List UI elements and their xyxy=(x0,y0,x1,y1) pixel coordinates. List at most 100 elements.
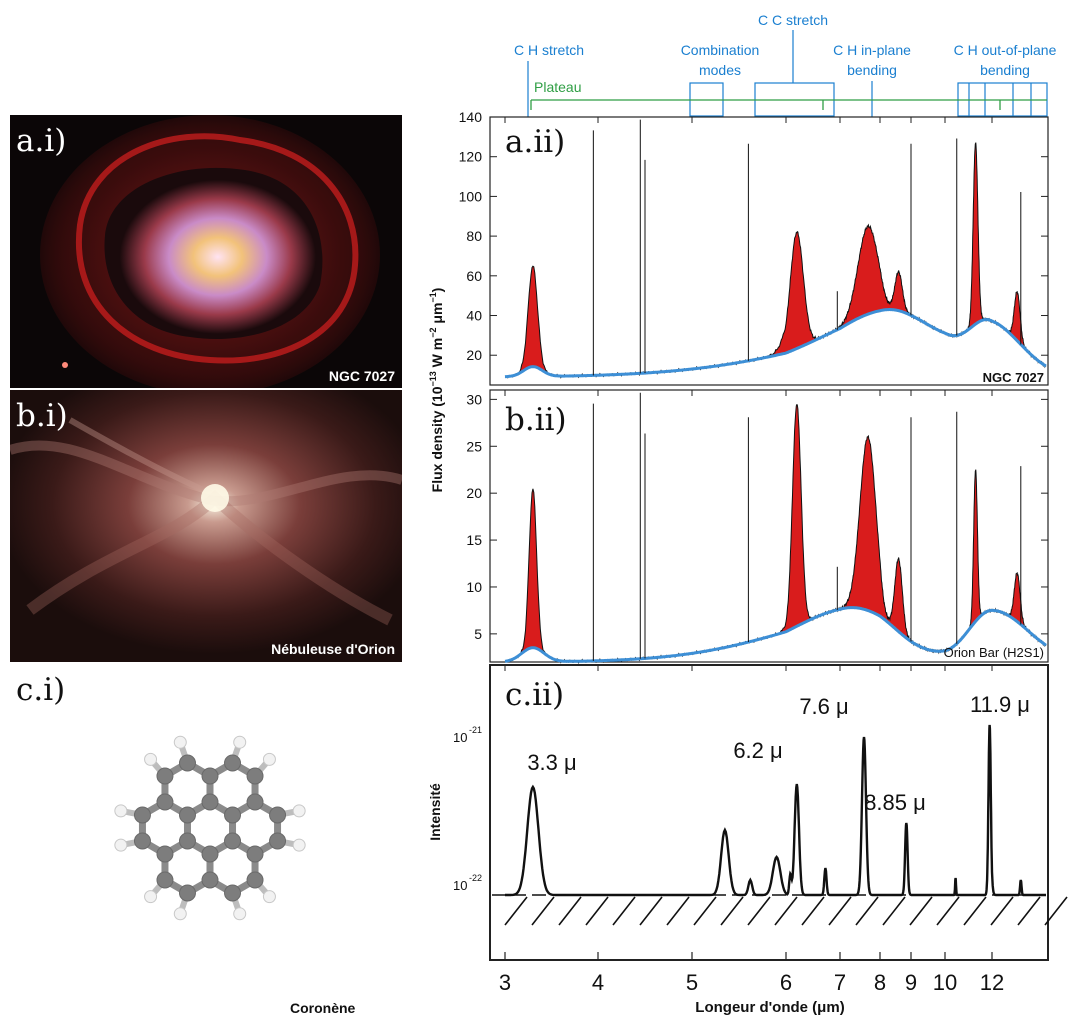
ngc7027-image: NGC 7027 a.i) xyxy=(10,115,402,388)
hydrogen-atom xyxy=(114,804,128,818)
band-annotations: C H stretch Combination modes C C stretc… xyxy=(514,12,1057,117)
hydrogen-atom xyxy=(262,752,276,766)
hydrogen-atom xyxy=(173,735,187,749)
hydrogen-atom xyxy=(144,890,158,904)
feature-fill xyxy=(505,142,1046,377)
hydrogen-atom xyxy=(233,735,247,749)
a-ii-caption: NGC 7027 xyxy=(983,370,1044,385)
carbon-atom xyxy=(156,845,174,863)
y-tick-label: 15 xyxy=(466,532,482,548)
c-ii-hatch xyxy=(693,896,717,926)
svg-text:-22: -22 xyxy=(469,873,482,883)
carbon-atom xyxy=(246,793,264,811)
c-ii-plot: 3.3 μ 6.2 μ 7.6 μ 8.85 μ 11.9 μ xyxy=(492,692,1068,926)
c-ii-hatch xyxy=(990,896,1014,926)
carbon-atom xyxy=(269,832,287,850)
carbon-atom xyxy=(133,806,151,824)
c-ii-hatch xyxy=(1044,896,1068,926)
y-tick-label: 140 xyxy=(459,109,483,125)
c-ii-y-title: Intensité xyxy=(427,783,443,841)
b-i-label: b.i) xyxy=(16,398,68,434)
carbon-atom xyxy=(246,871,264,889)
c-ii-hatch xyxy=(963,896,987,926)
band-combination-1: Combination xyxy=(681,42,760,58)
b-ii-label: b.ii) xyxy=(505,402,567,438)
a-i-caption: NGC 7027 xyxy=(329,368,395,384)
y-tick-label: 30 xyxy=(466,391,482,407)
c-ii-hatch xyxy=(936,896,960,926)
carbon-atom xyxy=(246,845,264,863)
c-ii-hatch xyxy=(1017,896,1041,926)
band-ch-out-plane-2: bending xyxy=(980,62,1030,78)
c-ii-peak-label: 8.85 μ xyxy=(864,790,926,815)
y-tick-label: 100 xyxy=(459,188,483,204)
hydrogen-atom xyxy=(144,752,158,766)
carbon-atom xyxy=(269,806,287,824)
c-ii-hatch xyxy=(558,896,582,926)
band-plateau-bracket xyxy=(530,99,1047,110)
c-ii-hatch xyxy=(855,896,879,926)
c-ii-label: c.ii) xyxy=(505,677,564,713)
c-ii-hatch xyxy=(774,896,798,926)
y-tick-label: 20 xyxy=(466,347,482,363)
carbon-atom xyxy=(201,793,219,811)
continuum-line xyxy=(504,606,1047,663)
c-ii-hatch xyxy=(666,896,690,926)
carbon-atom xyxy=(178,754,196,772)
x-tick-label: 3 xyxy=(499,970,511,995)
carbon-atom xyxy=(224,832,242,850)
c-ii-hatch xyxy=(828,896,852,926)
c-ii-peak-label: 6.2 μ xyxy=(733,738,782,763)
c-i-label: c.i) xyxy=(16,672,66,708)
carbon-atom xyxy=(178,884,196,902)
carbon-atom xyxy=(224,884,242,902)
svg-text:10: 10 xyxy=(453,878,467,893)
c-ii-hatch xyxy=(909,896,933,926)
c-ii-peak-label: 3.3 μ xyxy=(527,750,576,775)
band-ch-stretch: C H stretch xyxy=(514,42,584,58)
c-ii-hatch xyxy=(504,896,528,926)
a-ii-label: a.ii) xyxy=(505,124,565,160)
x-axis-title: Longeur d'onde (μm) xyxy=(695,999,844,1016)
a-ii-frame xyxy=(489,116,1049,386)
band-cc-stretch: C C stretch xyxy=(758,12,828,28)
c-i-caption: Coronène xyxy=(290,1000,356,1016)
hydrogen-atom xyxy=(233,907,247,921)
x-tick-label: 6 xyxy=(780,970,792,995)
carbon-atom xyxy=(156,871,174,889)
spectrum-line xyxy=(505,403,1047,664)
y-axis-title: Flux density (10−13 W m−2 μm−1) xyxy=(428,288,445,493)
x-tick-label: 8 xyxy=(874,970,886,995)
coronene-molecule xyxy=(114,735,306,921)
continuum-line xyxy=(504,308,1047,379)
carbon-atom xyxy=(201,845,219,863)
b-i-caption: Nébuleuse d'Orion xyxy=(271,641,395,657)
hydrogen-atom xyxy=(173,907,187,921)
svg-text:-21: -21 xyxy=(469,725,482,735)
c-ii-peak-label: 11.9 μ xyxy=(970,692,1030,717)
orion-nebula-image: Nébuleuse d'Orion b.i) xyxy=(10,390,402,662)
y-tick-label: 5 xyxy=(474,626,482,642)
c-ii-hatch xyxy=(531,896,555,926)
carbon-atom xyxy=(178,806,196,824)
hydrogen-atom xyxy=(292,838,306,852)
c-ii-hatch xyxy=(882,896,906,926)
carbon-atom xyxy=(201,871,219,889)
band-ch-out-plane-1: C H out-of-plane xyxy=(954,42,1057,58)
c-ii-hatch xyxy=(585,896,609,926)
y-tick-label: 25 xyxy=(466,438,482,454)
x-tick-label: 9 xyxy=(905,970,917,995)
a-i-label: a.i) xyxy=(16,123,66,159)
y-tick-label: 10 xyxy=(466,579,482,595)
band-ch-in-plane-1: C H in-plane xyxy=(833,42,911,58)
a-ii-plot: 20 40 60 80 100 120 140 xyxy=(459,109,1048,379)
x-tick-label: 10 xyxy=(933,970,957,995)
carbon-atom xyxy=(224,754,242,772)
x-tick-label: 12 xyxy=(980,970,1004,995)
x-tick-label: 4 xyxy=(592,970,604,995)
carbon-atom xyxy=(246,767,264,785)
b-ii-caption: Orion Bar (H2S1) xyxy=(944,645,1044,660)
x-axis-ticks: 3 4 5 6 7 8 9 10 12 xyxy=(499,117,1004,995)
band-plateau: Plateau xyxy=(534,79,581,95)
